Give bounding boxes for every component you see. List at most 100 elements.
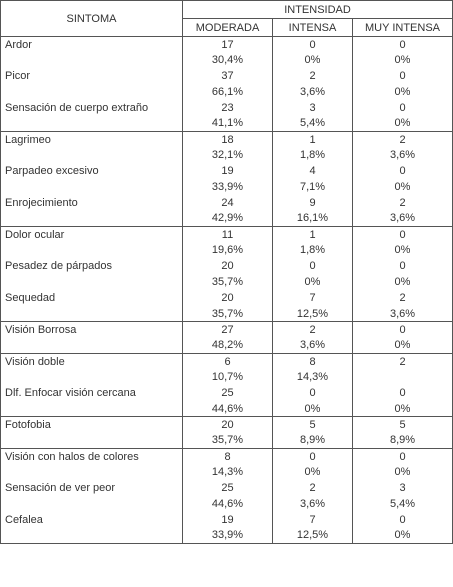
percent-cell: 33,9% — [182, 527, 273, 544]
percent-cell: 12,5% — [272, 305, 353, 323]
count-cell: 6 — [182, 352, 273, 370]
count-row: Cefalea 19 7 0 — [0, 511, 453, 528]
count-row: Parpadeo excesivo 19 4 0 — [0, 163, 453, 180]
count-cell: 2 — [351, 290, 453, 306]
count-cell: 0 — [351, 321, 453, 338]
count-cell: 2 — [272, 321, 353, 338]
empty-cell — [0, 337, 183, 354]
percent-cell: 0% — [351, 527, 453, 544]
percent-cell: 41,1% — [182, 115, 273, 133]
percent-cell: 16,1% — [272, 210, 353, 228]
empty-cell — [0, 495, 183, 512]
percent-row: 44,6% 3,6% 5,4% — [0, 495, 453, 512]
percent-cell: 5,4% — [351, 495, 453, 512]
count-cell: 0 — [351, 385, 453, 401]
count-row: Sequedad 20 7 2 — [0, 290, 453, 306]
count-row: Fotofobia 20 5 5 — [0, 416, 453, 433]
percent-cell: 35,7% — [182, 274, 273, 290]
percent-cell: 33,9% — [182, 179, 273, 195]
percent-cell: 0% — [351, 115, 453, 133]
count-cell: 25 — [182, 480, 273, 496]
percent-row: 10,7% 14,3% — [0, 369, 453, 386]
percent-cell: 3,6% — [351, 305, 453, 323]
symptom-name: Dolor ocular — [0, 226, 183, 243]
percent-cell: 3,6% — [351, 147, 453, 164]
count-row: Sensación de cuerpo extraño 23 3 0 — [0, 99, 453, 116]
count-cell: 2 — [351, 131, 453, 148]
percent-row: 19,6% 1,8% 0% — [0, 242, 453, 259]
percent-cell: 3,6% — [272, 84, 353, 100]
count-cell: 23 — [182, 99, 273, 116]
column-header: MODERADA — [182, 18, 273, 37]
count-cell: 7 — [272, 511, 353, 528]
count-cell: 37 — [182, 68, 273, 85]
count-cell: 0 — [272, 385, 353, 401]
count-cell: 20 — [182, 416, 273, 433]
empty-cell — [351, 369, 453, 386]
count-cell: 0 — [351, 447, 453, 465]
symptom-name: Fotofobia — [0, 416, 183, 433]
count-cell: 19 — [182, 511, 273, 528]
count-row: Picor 37 2 0 — [0, 68, 453, 85]
percent-row: 35,7% 8,9% 8,9% — [0, 432, 453, 449]
count-cell: 0 — [351, 258, 453, 275]
percent-row: 33,9% 7,1% 0% — [0, 179, 453, 195]
percent-cell: 32,1% — [182, 147, 273, 164]
percent-cell: 10,7% — [182, 369, 273, 386]
percent-cell: 8,9% — [272, 432, 353, 449]
count-cell: 3 — [272, 99, 353, 116]
percent-cell: 14,3% — [272, 369, 353, 386]
count-cell: 4 — [272, 163, 353, 180]
symptom-name: Sensación de cuerpo extraño — [0, 99, 183, 116]
percent-row: 35,7% 0% 0% — [0, 274, 453, 290]
count-row: Enrojecimiento 24 9 2 — [0, 194, 453, 211]
header-sintoma: SINTOMA — [0, 0, 183, 37]
count-cell: 1 — [272, 131, 353, 148]
percent-cell: 1,8% — [272, 147, 353, 164]
percent-row: 41,1% 5,4% 0% — [0, 115, 453, 133]
percent-cell: 5,4% — [272, 115, 353, 133]
percent-cell: 19,6% — [182, 242, 273, 259]
percent-cell: 1,8% — [272, 242, 353, 259]
percent-row: 42,9% 16,1% 3,6% — [0, 210, 453, 228]
count-cell: 20 — [182, 258, 273, 275]
percent-cell: 42,9% — [182, 210, 273, 228]
empty-cell — [0, 432, 183, 449]
symptom-name: Visión Borrosa — [0, 321, 183, 338]
count-cell: 0 — [351, 36, 453, 53]
empty-cell — [0, 400, 183, 418]
percent-cell: 35,7% — [182, 305, 273, 323]
symptom-name: Ardor — [0, 36, 183, 53]
empty-cell — [0, 210, 183, 228]
column-header: MUY INTENSA — [351, 18, 453, 37]
percent-cell: 0% — [351, 274, 453, 290]
count-cell: 8 — [272, 352, 353, 370]
count-cell: 24 — [182, 194, 273, 211]
empty-cell — [0, 179, 183, 195]
count-cell: 20 — [182, 290, 273, 306]
percent-cell: 12,5% — [272, 527, 353, 544]
symptom-name: Enrojecimiento — [0, 194, 183, 211]
percent-cell: 14,3% — [182, 464, 273, 481]
percent-row: 14,3% 0% 0% — [0, 464, 453, 481]
symptom-name: Pesadez de párpados — [0, 258, 183, 275]
count-cell: 5 — [272, 416, 353, 433]
percent-cell: 35,7% — [182, 432, 273, 449]
percent-cell: 0% — [351, 179, 453, 195]
percent-cell: 44,6% — [182, 400, 273, 418]
empty-cell — [0, 84, 183, 100]
percent-cell: 30,4% — [182, 52, 273, 69]
count-cell: 0 — [351, 511, 453, 528]
count-row: Pesadez de párpados 20 0 0 — [0, 258, 453, 275]
empty-cell — [0, 464, 183, 481]
count-cell: 25 — [182, 385, 273, 401]
empty-cell — [0, 52, 183, 69]
percent-cell: 0% — [272, 400, 353, 418]
symptom-name: Dlf. Enfocar visión cercana — [0, 385, 183, 401]
count-cell: 1 — [272, 226, 353, 243]
count-cell: 0 — [272, 258, 353, 275]
symptom-name: Visión con halos de colores — [0, 447, 183, 465]
count-cell: 0 — [351, 163, 453, 180]
percent-cell: 0% — [351, 337, 453, 354]
count-cell: 3 — [351, 480, 453, 496]
